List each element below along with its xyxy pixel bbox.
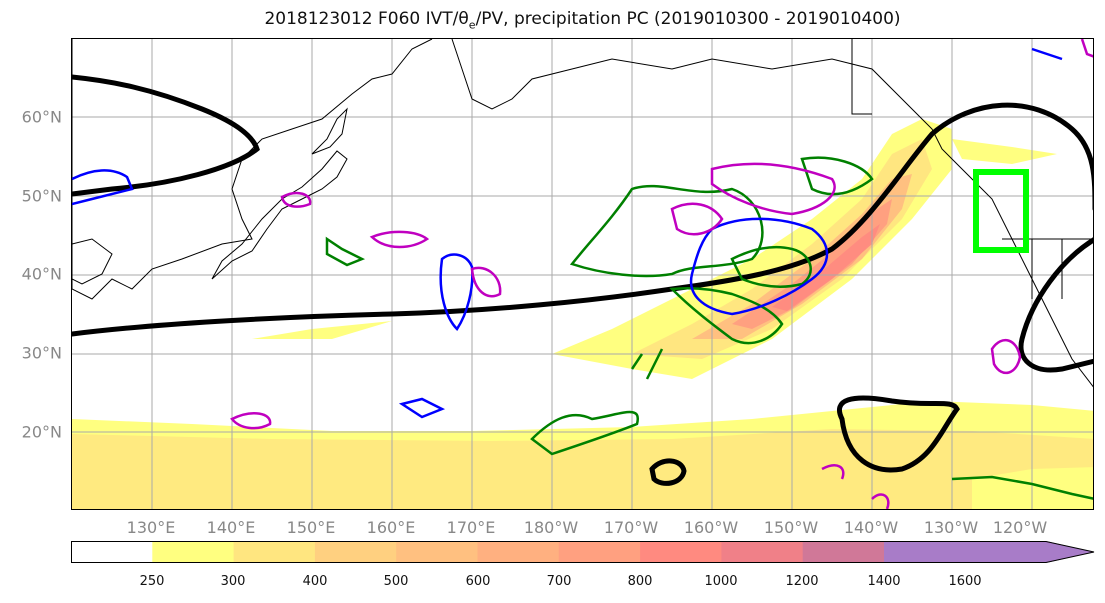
colorbar-segment (71, 541, 153, 563)
colorbar-outline (71, 541, 1095, 563)
colorbar-tick-1000: 1000 (704, 574, 738, 589)
lon-label-170w: 170°W (603, 518, 659, 537)
colorbar-tick-400: 400 (302, 574, 328, 589)
lon-label-130e: 130°E (126, 518, 176, 537)
lon-label-150w: 150°W (763, 518, 819, 537)
colorbar-segment (558, 541, 641, 563)
coastlines (72, 39, 1093, 388)
colorbar-tick-1400: 1400 (867, 574, 901, 589)
pv-positive-contours (230, 39, 1093, 509)
lon-label-140w: 140°W (843, 518, 899, 537)
map-canvas (72, 39, 1093, 509)
ivt-contours (72, 74, 1093, 486)
theta-e-contours (325, 156, 1093, 500)
colorbar-segment (314, 541, 397, 563)
target-region-box (973, 169, 1029, 253)
colorbar-segment (233, 541, 316, 563)
lon-label-160e: 160°E (366, 518, 416, 537)
colorbar-tick-800: 800 (627, 574, 653, 589)
precipitation-shading (72, 119, 1093, 509)
colorbar-tick-1200: 1200 (785, 574, 819, 589)
colorbar-tick-700: 700 (546, 574, 572, 589)
colorbar-segment (396, 541, 478, 563)
colorbar-segment-extend (884, 541, 1094, 563)
lat-label-20n: 20°N (21, 422, 62, 442)
lat-label-60n: 60°N (21, 107, 62, 127)
colorbar-segment (477, 541, 560, 563)
lon-label-170e: 170°E (446, 518, 496, 537)
colorbar-segment (640, 541, 722, 563)
colorbar-tick-600: 600 (465, 574, 491, 589)
lon-label-120w: 120°W (992, 518, 1048, 537)
colorbar-segments (71, 541, 1094, 563)
colorbar-tick-250: 250 (139, 574, 165, 589)
map-title: 2018123012 F060 IVT/θe/PV, precipitation… (264, 9, 901, 32)
colorbar-segment (721, 541, 804, 563)
lat-lon-grid (72, 39, 1093, 509)
lon-label-130w: 130°W (923, 518, 979, 537)
pv-negative-contours (72, 47, 1063, 419)
lon-label-140e: 140°E (206, 518, 256, 537)
map-panel (71, 38, 1094, 510)
colorbar-segment (152, 541, 235, 563)
lat-label-50n: 50°N (21, 186, 62, 206)
colorbar (71, 541, 1095, 563)
colorbar-segment (802, 541, 885, 563)
lon-label-180w: 180°W (523, 518, 579, 537)
colorbar-tick-300: 300 (220, 574, 246, 589)
lat-label-30n: 30°N (21, 343, 62, 363)
colorbar-tick-500: 500 (383, 574, 409, 589)
colorbar-tick-1600: 1600 (948, 574, 982, 589)
lat-label-40n: 40°N (21, 264, 62, 284)
lon-label-150e: 150°E (286, 518, 336, 537)
lon-label-160w: 160°W (683, 518, 739, 537)
